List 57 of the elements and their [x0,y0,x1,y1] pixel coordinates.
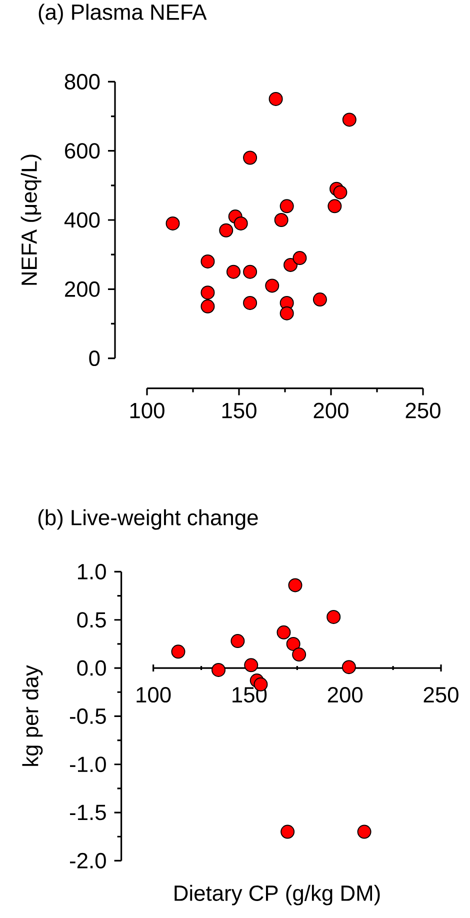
y-tick-label: 0 [89,350,100,366]
point [333,185,348,200]
y-tick-label: 1.0 [78,564,106,580]
point [219,223,234,238]
point [200,286,215,300]
x-tick-label: 150 [222,402,256,418]
x-tick-label: 100 [136,687,171,703]
point [200,254,215,268]
y-tick-label: -1.0 [70,756,106,772]
point [243,296,258,310]
x-tick-label: 100 [130,402,164,418]
point [234,216,248,230]
y-axis-title: kg per day [22,665,43,766]
y-tick-label: 0.5 [77,612,106,628]
point [286,636,300,651]
y-axis-title: NEFA (μeq/L) [20,154,42,285]
point [243,264,258,279]
point [276,625,291,640]
point [328,199,342,214]
point [268,92,283,106]
point [230,634,245,648]
x-tick-label: 250 [424,687,458,703]
point [280,824,295,839]
x-axis-title: Dietary CP (g/kg DM) [174,884,380,906]
point [280,199,294,214]
point [342,112,356,127]
point [171,644,186,659]
point [326,610,341,624]
y-tick-label: -2.0 [70,852,106,868]
point [243,150,258,165]
point [226,264,240,279]
y-tick-label: 400 [64,212,100,228]
y-tick-label: -0.5 [70,708,106,724]
chart-title: (b) Live-weight change [38,509,258,530]
point [200,299,215,314]
point [342,660,356,674]
x-tick-label: 200 [328,687,363,703]
y-tick-label: -1.5 [70,804,106,820]
point [274,212,288,227]
y-tick-label: 0.0 [77,660,106,676]
y-tick-label: 200 [65,281,100,297]
point [265,278,280,293]
point [212,662,226,677]
point [284,258,298,272]
point [280,306,294,320]
point [312,292,327,307]
x-tick-label: 200 [314,402,348,418]
point [292,648,306,662]
x-tick-label: 250 [406,402,440,418]
chart-title: (a) Plasma NEFA [38,4,207,24]
point [288,578,302,592]
y-tick-label: 800 [64,74,100,90]
y-tick-label: 600 [65,143,100,159]
point [357,824,372,839]
point [292,251,307,266]
point [244,658,258,672]
point [166,216,180,230]
